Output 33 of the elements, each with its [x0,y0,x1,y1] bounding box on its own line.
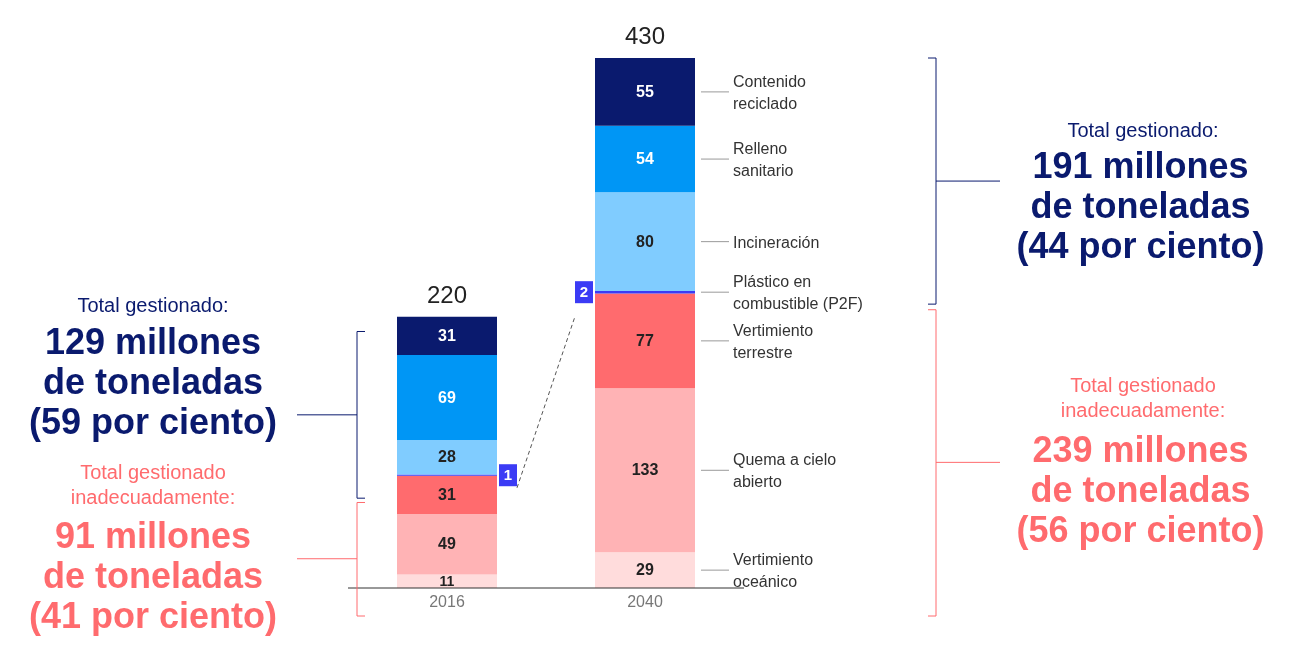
text: 129 millones de toneladas (59 por ciento) [28,321,278,442]
data-label: 2 [579,283,589,301]
data-label: 54 [636,150,654,168]
x-tick-label: 2040 [627,593,663,611]
text: Quema a cielo abierto [733,451,837,491]
text: 239 millones de toneladas (56 por ciento) [1015,429,1266,550]
text: Vertimiento oceánico [733,551,814,591]
data-label: 69 [438,388,456,406]
text: Total gestionado inadecuadamente: [69,460,237,510]
text: Relleno sanitario [733,140,794,180]
total-label: 220 [426,280,468,308]
text: Plástico en combustible (P2F) [733,273,863,313]
data-label: 80 [636,232,654,250]
data-label: 77 [636,331,654,349]
data-label: 133 [631,461,659,479]
data-label: 1 [503,466,513,484]
data-label: 29 [636,561,654,579]
text: Incineración [733,233,820,251]
data-label: 28 [438,448,456,466]
text: 191 millones de toneladas (44 por ciento) [1015,145,1266,266]
total-label: 430 [624,22,666,49]
data-label: 31 [438,326,456,344]
text: Total gestionado: [76,293,230,318]
text: 91 millones de toneladas (41 por ciento) [28,515,278,636]
data-label: 11 [439,573,455,590]
data-label: 49 [438,535,456,553]
data-label: 55 [636,82,654,100]
x-tick-label: 2016 [429,593,465,611]
text: Total gestionado inadecuadamente: [1059,373,1227,423]
text: Vertimiento terrestre [733,321,814,361]
text: Contenido reciclado [733,72,807,112]
text: Total gestionado: [1066,118,1220,143]
data-label: 31 [438,485,456,503]
